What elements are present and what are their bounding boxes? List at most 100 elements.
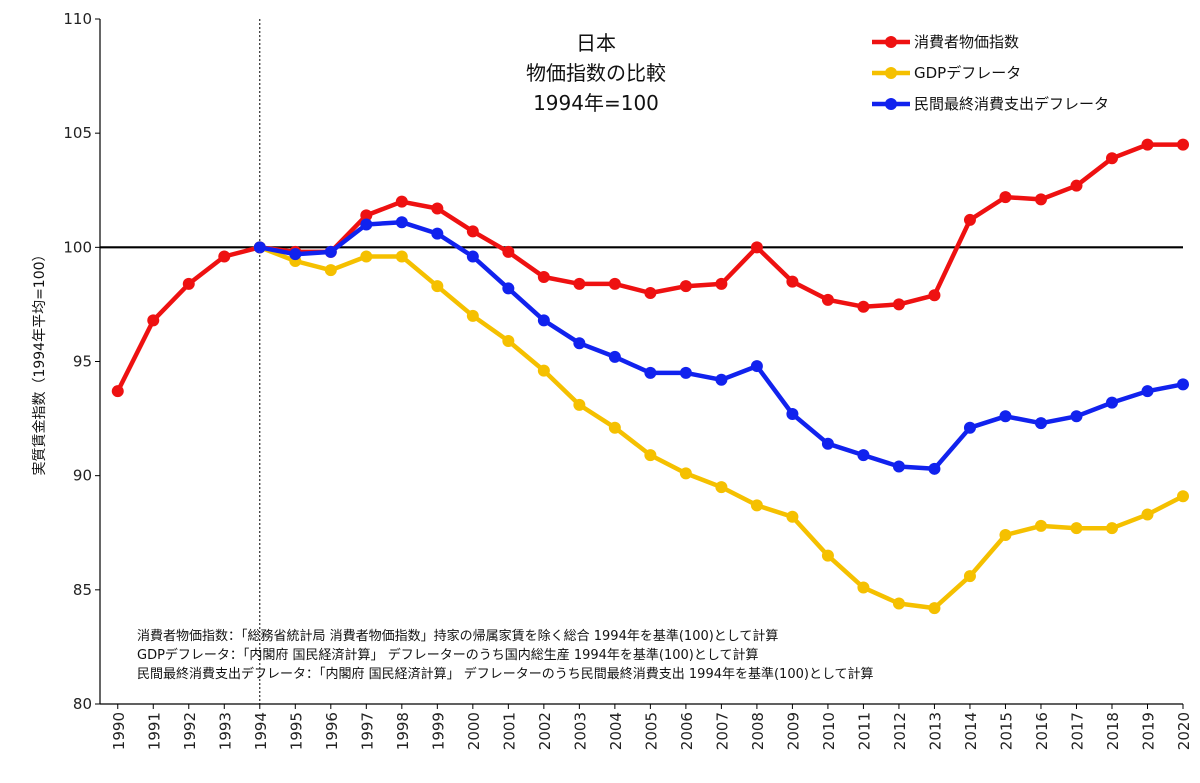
y-tick-label: 100 (63, 238, 92, 256)
x-tick-label: 2013 (926, 712, 944, 750)
source-note: GDPデフレータ：「内閣府 国民経済計算」 デフレーターのうち国内総生産 199… (137, 647, 758, 663)
legend-item: 消費者物価指数 (872, 33, 1019, 51)
data-point (928, 602, 941, 615)
legend-label: 消費者物価指数 (914, 33, 1019, 51)
data-point (431, 280, 444, 293)
data-point (999, 529, 1012, 542)
data-point (1034, 193, 1047, 206)
chart-series (111, 138, 1189, 615)
data-point (360, 209, 373, 222)
data-point (928, 289, 941, 302)
x-tick-label: 1999 (429, 712, 447, 750)
data-point (1141, 508, 1154, 521)
data-point (1034, 519, 1047, 532)
x-tick-label: 2017 (1068, 712, 1086, 750)
x-tick-label: 1992 (181, 712, 199, 750)
chart-title-line: 1994年=100 (533, 91, 659, 115)
y-tick-label: 90 (73, 467, 92, 485)
data-point (1141, 385, 1154, 398)
data-point (111, 385, 124, 398)
x-tick-label: 2010 (820, 712, 838, 750)
data-point (324, 264, 337, 277)
data-point (502, 282, 515, 295)
data-point (821, 549, 834, 562)
x-tick-label: 2016 (1033, 712, 1051, 750)
series-2 (253, 216, 1189, 475)
data-point (999, 410, 1012, 423)
x-tick-label: 2012 (891, 712, 909, 750)
x-tick-label: 2009 (784, 712, 802, 750)
data-point (466, 225, 479, 238)
source-note: 消費者物価指数：「総務省統計局 消費者物価指数」持家の帰属家賃を除く総合 199… (137, 628, 778, 644)
data-point (786, 408, 799, 421)
data-point (786, 275, 799, 288)
x-tick-label: 2004 (607, 712, 625, 750)
data-point (573, 337, 586, 350)
data-point (679, 366, 692, 379)
chart-title-line: 日本 (576, 31, 616, 55)
data-point (750, 241, 763, 254)
data-point (999, 191, 1012, 204)
x-tick-label: 1995 (287, 712, 305, 750)
x-tick-label: 1994 (252, 712, 270, 750)
chart-title-line: 物価指数の比較 (526, 61, 666, 85)
data-point (537, 271, 550, 284)
data-point (431, 227, 444, 240)
data-point (182, 277, 195, 290)
data-point (360, 218, 373, 231)
data-point (502, 245, 515, 258)
data-point (963, 213, 976, 226)
data-point (1070, 410, 1083, 423)
data-point (360, 250, 373, 263)
chart-axes: 80 85 90 95 100 105 110 1990 1991 1992 1993 1994 199… (32, 10, 1193, 750)
data-point (147, 314, 160, 327)
legend-swatch-marker (885, 98, 897, 110)
x-tick-label: 2015 (997, 712, 1015, 750)
data-point (218, 250, 231, 263)
data-point (928, 462, 941, 475)
data-point (644, 366, 657, 379)
x-tick-label: 2018 (1104, 712, 1122, 750)
data-point (679, 467, 692, 480)
x-tick-label: 2007 (713, 712, 731, 750)
data-point (857, 449, 870, 462)
data-point (644, 287, 657, 299)
data-point (608, 350, 621, 363)
data-point (573, 277, 586, 290)
x-tick-label: 2011 (855, 712, 873, 750)
x-tick-label: 2003 (571, 712, 589, 750)
x-tick-label: 1996 (323, 712, 341, 750)
data-point (608, 277, 621, 290)
data-point (608, 421, 621, 434)
data-point (1105, 522, 1118, 535)
data-point (537, 314, 550, 327)
x-tick-label: 1998 (394, 712, 412, 750)
data-point (431, 202, 444, 215)
data-point (395, 216, 408, 229)
y-axis-title: 実質賃金指数（1994年平均=100） (32, 247, 48, 475)
legend-item: GDPデフレータ (872, 64, 1021, 82)
data-point (1105, 152, 1118, 165)
data-point (786, 510, 799, 523)
data-point (1070, 522, 1083, 535)
data-point (1177, 138, 1189, 151)
data-point (1034, 417, 1047, 430)
data-point (892, 597, 905, 610)
x-tick-label: 1990 (110, 712, 128, 750)
data-point (395, 250, 408, 263)
data-point (857, 581, 870, 594)
data-point (679, 280, 692, 293)
data-point (395, 195, 408, 208)
data-point (502, 334, 515, 347)
chart-notes: 消費者物価指数：「総務省統計局 消費者物価指数」持家の帰属家賃を除く総合 199… (137, 628, 874, 682)
x-tick-label: 1993 (216, 712, 234, 750)
series-1 (253, 241, 1189, 615)
data-point (750, 360, 763, 373)
legend-swatch-marker (885, 36, 897, 48)
data-point (324, 245, 337, 258)
data-point (715, 481, 728, 494)
series-0 (111, 138, 1189, 398)
data-point (289, 248, 302, 261)
series-line (115, 142, 1186, 394)
